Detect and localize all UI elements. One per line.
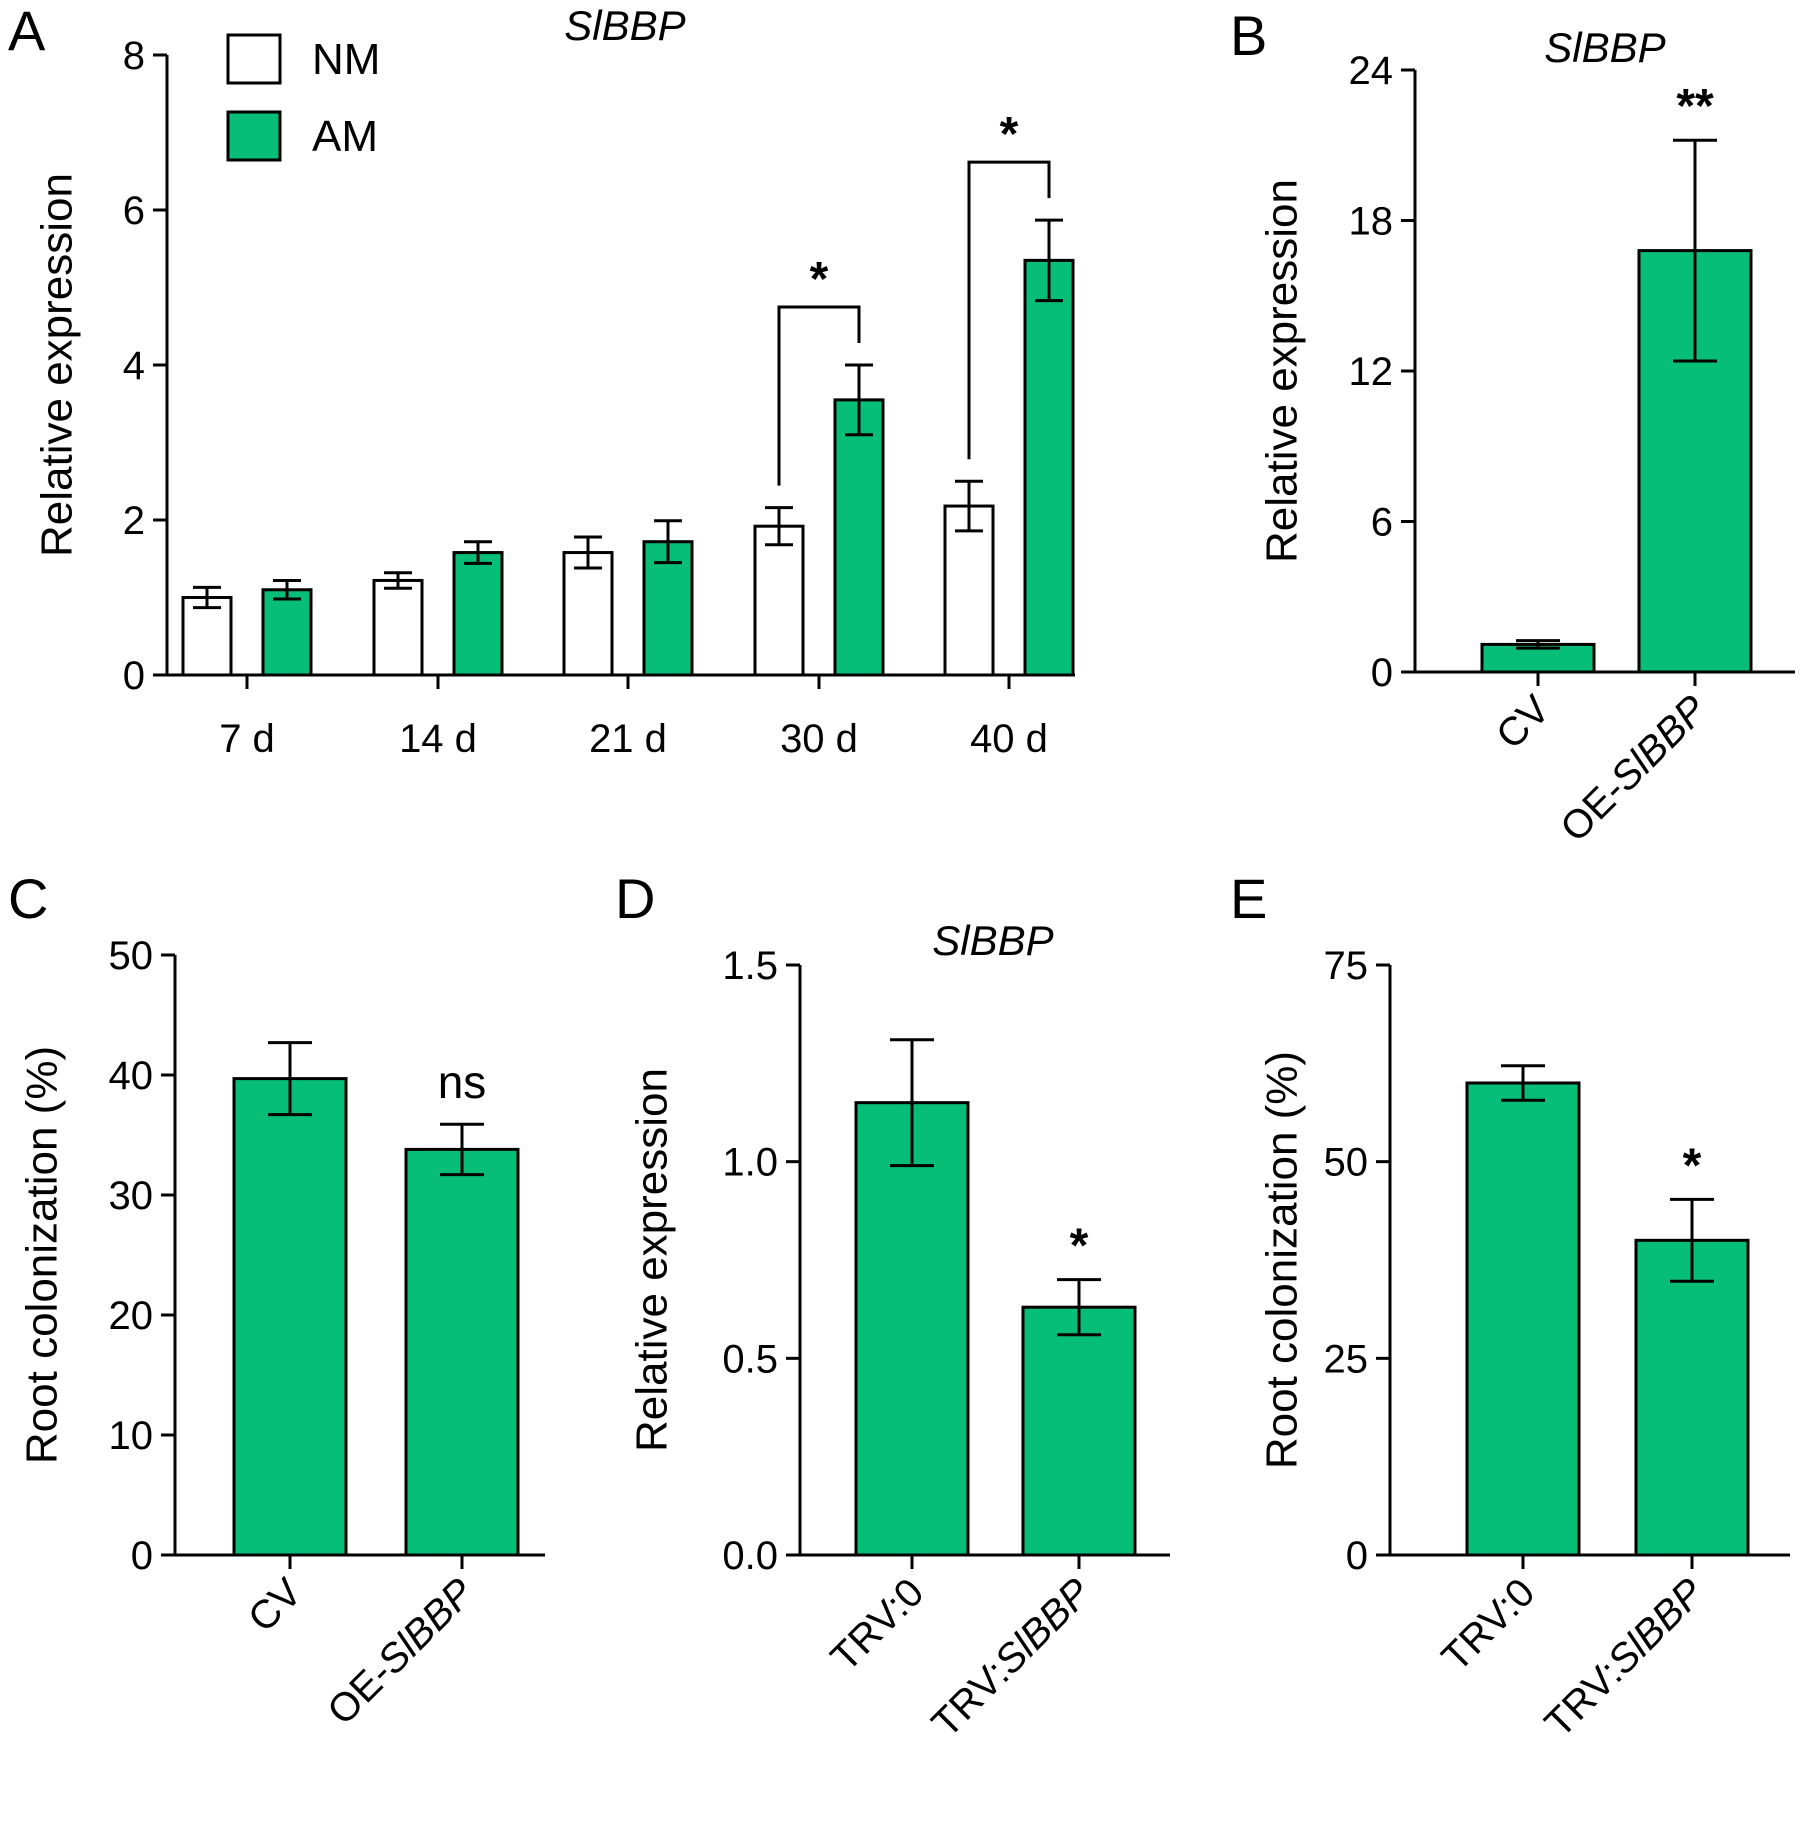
legend-swatch-nm: [226, 33, 282, 85]
x-tick-label: 14 d: [399, 717, 477, 761]
x-tick-label: TRV:SlBBP: [1537, 1570, 1713, 1746]
bar-nm: [372, 578, 424, 677]
bar: [854, 1101, 970, 1557]
panel-e: E 0 25 50 75 Root colonization (%) TRV:0TRV:Sl…: [1230, 867, 1790, 1746]
panel-c: C 0 10 20 30 40 50 Root colonization (%) CVOE-Sl…: [8, 867, 545, 1733]
panel-letter: B: [1230, 4, 1267, 67]
bar: [1021, 1305, 1137, 1557]
chart-title: SlBBP: [1544, 24, 1665, 71]
chart-title: SlBBP: [932, 917, 1053, 964]
y-tick-label: 50: [109, 934, 154, 978]
panel-letter: E: [1230, 867, 1267, 930]
y-tick-label: 0: [1346, 1534, 1368, 1578]
x-tick-label: 30 d: [780, 717, 858, 761]
x-tick-label: CV: [240, 1570, 311, 1641]
x-tick-label: 7 d: [219, 717, 275, 761]
x-tick-label: 40 d: [970, 717, 1048, 761]
x-tick-label: CV: [1488, 687, 1559, 758]
bar-am: [452, 551, 504, 677]
significance-label: ns: [438, 1056, 487, 1108]
bar-nm: [753, 524, 805, 677]
y-tick-label: 30: [109, 1174, 154, 1218]
bar-am: [261, 588, 313, 677]
y-tick-label: 75: [1324, 944, 1369, 988]
y-tick-label: 2: [123, 499, 145, 543]
y-tick-label: 1.5: [722, 944, 778, 988]
y-tick-label: 40: [109, 1054, 154, 1098]
x-tick-label: OE-SlBBP: [1552, 687, 1715, 850]
significance-bracket: [777, 305, 861, 486]
y-tick-label: 6: [123, 189, 145, 233]
y-tick-label: 20: [109, 1294, 154, 1338]
x-tick-label: OE-SlBBP: [319, 1570, 482, 1733]
bar-nm: [562, 551, 614, 677]
bar: [232, 1077, 348, 1557]
x-tick-label: TRV:SlBBP: [924, 1570, 1100, 1746]
legend-label-am: AM: [312, 112, 378, 161]
y-axis-title: Root colonization (%): [1258, 1051, 1307, 1469]
bar: [1465, 1081, 1581, 1557]
y-tick-label: 0.5: [722, 1337, 778, 1381]
bar-nm: [181, 596, 233, 677]
significance-bracket: [967, 160, 1051, 460]
y-tick-label: 24: [1349, 49, 1394, 93]
significance-label: *: [1000, 108, 1019, 161]
y-tick-label: 50: [1324, 1141, 1369, 1185]
panel-letter: C: [8, 867, 48, 930]
bar-nm: [943, 504, 995, 677]
significance-label: *: [1683, 1139, 1702, 1192]
y-axis-title: Relative expression: [628, 1068, 677, 1452]
significance-label: *: [810, 253, 829, 306]
chart-title: SlBBP: [564, 2, 685, 49]
x-tick-label: TRV:0: [823, 1570, 933, 1680]
bar-am: [1023, 258, 1075, 677]
y-tick-label: 4: [123, 344, 145, 388]
y-tick-label: 25: [1324, 1337, 1369, 1381]
y-tick-label: 8: [123, 34, 145, 78]
panel-b: B 0 6 12 18 24 Relative expression SlBBP CVOE-Sl…: [1230, 4, 1795, 850]
panel-letter: D: [615, 867, 655, 930]
y-tick-label: 0.0: [722, 1534, 778, 1578]
bar: [1634, 1238, 1750, 1557]
y-tick-label: 0: [131, 1534, 153, 1578]
y-axis-title: Relative expression: [33, 173, 82, 557]
bar: [404, 1147, 520, 1557]
y-tick-label: 0: [123, 654, 145, 698]
y-tick-label: 10: [109, 1414, 154, 1458]
legend-label-nm: NM: [312, 35, 380, 84]
x-tick-label: 21 d: [589, 717, 667, 761]
y-tick-label: 0: [1371, 651, 1393, 695]
y-tick-label: 1.0: [722, 1141, 778, 1185]
y-axis-title: Root colonization (%): [18, 1046, 67, 1464]
x-tick-label: TRV:0: [1434, 1570, 1544, 1680]
significance-label: **: [1676, 80, 1714, 133]
panel-letter: A: [8, 0, 46, 62]
significance-label: *: [1070, 1220, 1089, 1273]
bar-am: [833, 398, 885, 677]
y-tick-label: 18: [1349, 200, 1394, 244]
panel-a: A 0 2 4 6 8 Relative expression SlBBP 7 d 14 d 21 …: [8, 0, 1075, 761]
panel-d: D 0.0 0.5 1.0 1.5 Relative expression SlBBP TRV…: [615, 867, 1170, 1746]
y-tick-label: 12: [1349, 350, 1394, 394]
legend-swatch-am: [226, 110, 282, 162]
y-tick-label: 6: [1371, 501, 1393, 545]
y-axis-title: Relative expression: [1258, 179, 1307, 563]
